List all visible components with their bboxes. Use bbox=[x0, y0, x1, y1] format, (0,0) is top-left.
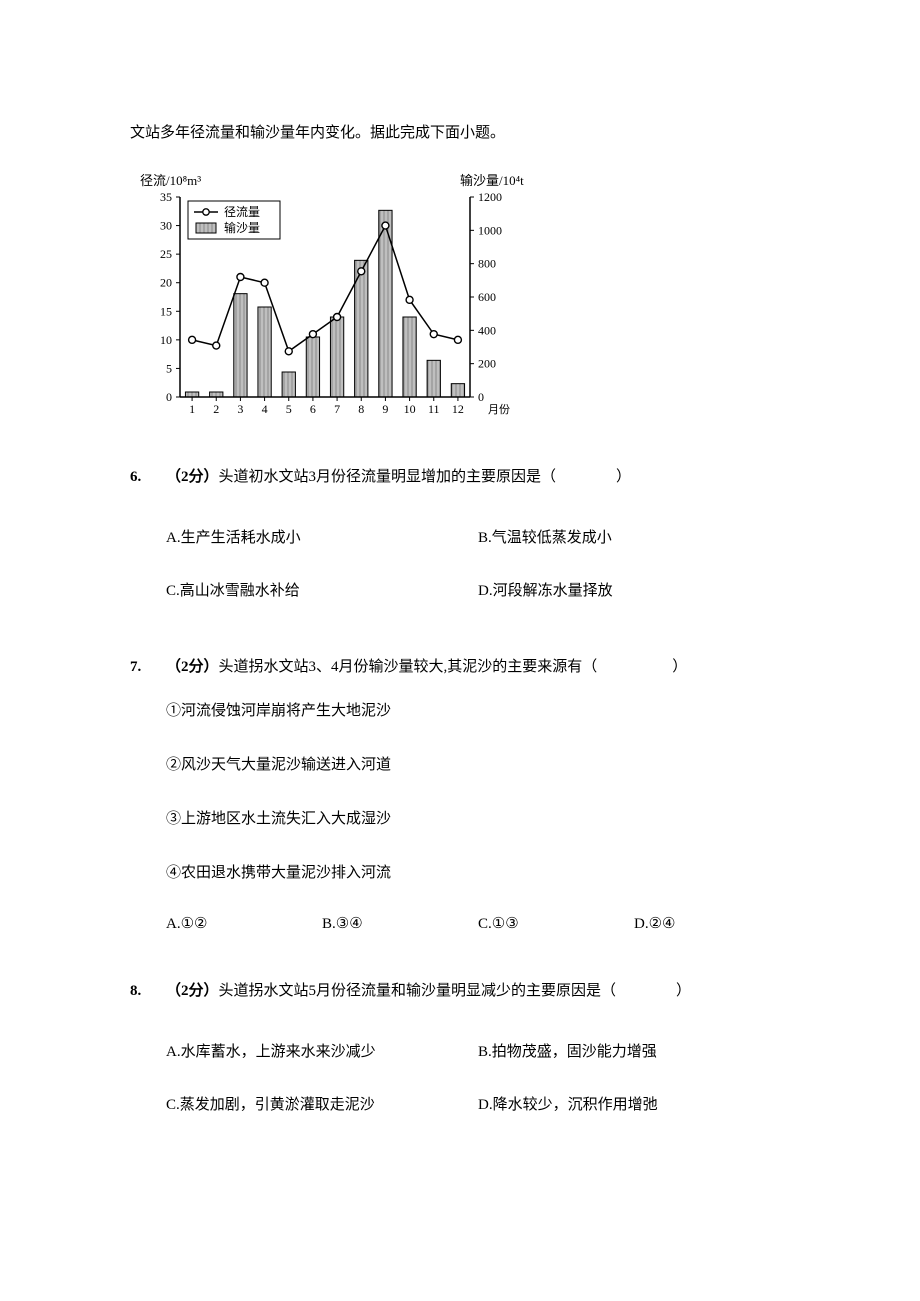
svg-text:2: 2 bbox=[213, 402, 219, 416]
q6-option-b[interactable]: B.气温较低蒸发成小 bbox=[478, 512, 790, 565]
q7-statement-4: ④农田退水携带大量泥沙排入河流 bbox=[166, 846, 790, 900]
q6-option-a[interactable]: A.生产生活耗水成小 bbox=[166, 512, 478, 565]
svg-text:5: 5 bbox=[286, 402, 292, 416]
svg-text:10: 10 bbox=[404, 402, 416, 416]
svg-text:30: 30 bbox=[160, 219, 172, 233]
q7-points: （2分） bbox=[166, 659, 219, 675]
svg-text:1000: 1000 bbox=[478, 223, 502, 237]
q6-stem: （2分）头道初水文站3月份径流量明显增加的主要原因是（ ） bbox=[166, 461, 790, 494]
runoff-sediment-chart: 径流/10⁸m³输沙量/10⁴t051015202530350200400600… bbox=[130, 167, 790, 427]
q6-option-c[interactable]: C.高山冰雪融水补给 bbox=[166, 565, 478, 618]
q7-option-a[interactable]: A.①② bbox=[166, 908, 322, 941]
svg-text:600: 600 bbox=[478, 290, 496, 304]
q8-option-c[interactable]: C.蒸发加剧，引黄淤灌取走泥沙 bbox=[166, 1079, 478, 1132]
q8-option-b[interactable]: B.拍物茂盛，固沙能力增强 bbox=[478, 1026, 790, 1079]
svg-text:月份: 月份 bbox=[488, 403, 510, 416]
svg-text:6: 6 bbox=[310, 402, 316, 416]
svg-text:400: 400 bbox=[478, 323, 496, 337]
svg-text:35: 35 bbox=[160, 190, 172, 204]
q7-option-d[interactable]: D.②④ bbox=[634, 908, 790, 941]
q7-statement-1: ①河流侵蚀河岸崩将产生大地泥沙 bbox=[166, 684, 790, 738]
svg-text:7: 7 bbox=[334, 402, 340, 416]
svg-text:输沙量: 输沙量 bbox=[224, 220, 260, 235]
svg-text:5: 5 bbox=[166, 361, 172, 375]
svg-text:1200: 1200 bbox=[478, 190, 502, 204]
svg-text:9: 9 bbox=[382, 402, 388, 416]
svg-text:4: 4 bbox=[262, 402, 268, 416]
svg-text:径流/10⁸m³: 径流/10⁸m³ bbox=[140, 173, 201, 188]
svg-text:3: 3 bbox=[237, 402, 243, 416]
svg-text:12: 12 bbox=[452, 402, 464, 416]
q7-option-b[interactable]: B.③④ bbox=[322, 908, 478, 941]
q8-option-d[interactable]: D.降水较少，沉积作用增弛 bbox=[478, 1079, 790, 1132]
svg-text:径流量: 径流量 bbox=[224, 205, 260, 219]
svg-text:20: 20 bbox=[160, 276, 172, 290]
q6-option-d[interactable]: D.河段解冻水量择放 bbox=[478, 565, 790, 618]
svg-text:0: 0 bbox=[166, 390, 172, 404]
svg-text:0: 0 bbox=[478, 390, 484, 404]
question-7: 7. （2分）头道拐水文站3、4月份输沙量较大,其泥沙的主要来源有（ ） ①河流… bbox=[130, 651, 790, 941]
passage-intro: 文站多年径流量和输沙量年内变化。据此完成下面小题。 bbox=[130, 120, 790, 147]
q6-stem-text: 头道初水文站3月份径流量明显增加的主要原因是（ ） bbox=[219, 469, 632, 485]
q8-points: （2分） bbox=[166, 983, 219, 999]
svg-text:15: 15 bbox=[160, 304, 172, 318]
q8-option-a[interactable]: A.水库蓄水，上游来水来沙减少 bbox=[166, 1026, 478, 1079]
q7-statement-3: ③上游地区水土流失汇入大成湿沙 bbox=[166, 792, 790, 846]
svg-text:25: 25 bbox=[160, 247, 172, 261]
svg-text:8: 8 bbox=[358, 402, 364, 416]
q7-stem: （2分）头道拐水文站3、4月份输沙量较大,其泥沙的主要来源有（ ） bbox=[166, 651, 790, 684]
q8-stem: （2分）头道拐水文站5月份径流量和输沙量明显减少的主要原因是（ ） bbox=[166, 975, 790, 1008]
q7-stem-text: 头道拐水文站3、4月份输沙量较大,其泥沙的主要来源有（ ） bbox=[219, 659, 688, 675]
question-6: 6. （2分）头道初水文站3月份径流量明显增加的主要原因是（ ） A.生产生活耗… bbox=[130, 461, 790, 617]
q7-number: 7. bbox=[130, 651, 166, 684]
svg-text:11: 11 bbox=[428, 402, 440, 416]
svg-text:1: 1 bbox=[189, 402, 195, 416]
q7-statement-2: ②风沙天气大量泥沙输送进入河道 bbox=[166, 738, 790, 792]
q6-number: 6. bbox=[130, 461, 166, 494]
q7-option-c[interactable]: C.①③ bbox=[478, 908, 634, 941]
q6-points: （2分） bbox=[166, 469, 219, 485]
q8-stem-text: 头道拐水文站5月份径流量和输沙量明显减少的主要原因是（ ） bbox=[219, 983, 692, 999]
svg-text:200: 200 bbox=[478, 357, 496, 371]
svg-text:10: 10 bbox=[160, 333, 172, 347]
question-8: 8. （2分）头道拐水文站5月份径流量和输沙量明显减少的主要原因是（ ） A.水… bbox=[130, 975, 790, 1131]
svg-text:输沙量/10⁴t: 输沙量/10⁴t bbox=[460, 173, 524, 188]
q8-number: 8. bbox=[130, 975, 166, 1008]
svg-text:800: 800 bbox=[478, 257, 496, 271]
